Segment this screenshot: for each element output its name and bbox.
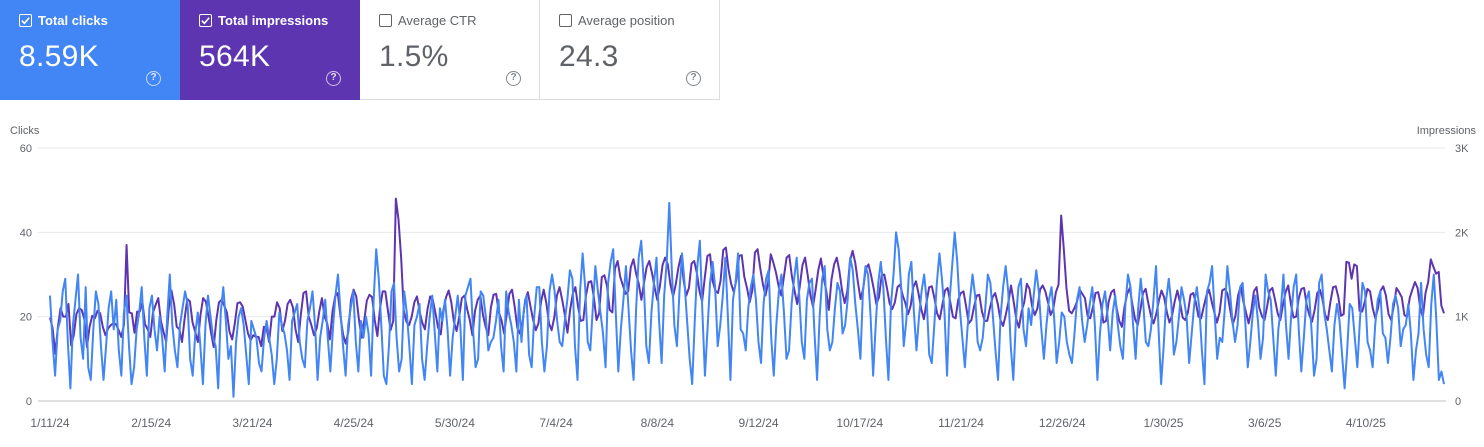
help-icon[interactable]: ?	[506, 71, 521, 86]
card-header: Average position	[559, 13, 675, 28]
x-tick-label: 1/30/25	[1143, 416, 1183, 430]
left-tick-label: 40	[20, 227, 32, 239]
right-axis-label: Impressions	[1417, 125, 1477, 137]
average-ctr-card[interactable]: Average CTR 1.5% ?	[360, 0, 540, 100]
metric-cards: Total clicks 8.59K ? Total impressions 5…	[0, 0, 720, 100]
checkbox-checked-icon[interactable]	[199, 14, 212, 27]
average-position-card[interactable]: Average position 24.3 ?	[540, 0, 720, 100]
right-tick-label: 3K	[1455, 143, 1469, 155]
checkbox-unchecked-icon[interactable]	[559, 14, 572, 27]
card-label: Total impressions	[218, 13, 329, 28]
x-tick-label: 9/12/24	[739, 416, 779, 430]
help-icon[interactable]: ?	[686, 71, 701, 86]
left-tick-label: 60	[20, 143, 32, 155]
x-tick-label: 10/17/24	[836, 416, 883, 430]
card-value: 564K	[199, 40, 271, 73]
total-clicks-card[interactable]: Total clicks 8.59K ?	[0, 0, 180, 100]
impressions-series-line	[49, 197, 1445, 355]
x-tick-label: 7/4/24	[539, 416, 573, 430]
card-value: 24.3	[559, 40, 619, 73]
series-lines	[49, 197, 1445, 398]
help-icon[interactable]: ?	[326, 71, 341, 86]
checkbox-unchecked-icon[interactable]	[379, 14, 392, 27]
performance-chart[interactable]: Clicks Impressions 0 0 20 1K 40 2K 60 3K 1/11/2…	[0, 110, 1484, 447]
card-header: Total impressions	[199, 13, 328, 28]
right-tick-label: 1K	[1455, 312, 1469, 324]
x-tick-label: 12/26/24	[1039, 416, 1086, 430]
total-impressions-card[interactable]: Total impressions 564K ?	[180, 0, 360, 100]
card-label: Total clicks	[38, 13, 108, 28]
card-header: Average CTR	[379, 13, 477, 28]
card-header: Total clicks	[19, 13, 108, 28]
x-tick-label: 3/6/25	[1248, 416, 1282, 430]
x-tick-label: 4/25/24	[334, 416, 374, 430]
x-tick-label: 1/11/24	[30, 416, 69, 430]
card-label: Average position	[578, 13, 675, 28]
left-tick-label: 0	[26, 396, 32, 408]
left-tick-label: 20	[20, 312, 32, 324]
x-tick-label: 8/8/24	[641, 416, 675, 430]
x-tick-label: 4/10/25	[1346, 416, 1386, 430]
card-value: 8.59K	[19, 40, 99, 73]
right-tick-label: 2K	[1455, 227, 1469, 239]
x-axis-ticks: 1/11/24 2/15/24 3/21/24 4/25/24 5/30/24 7/4/2…	[30, 416, 1386, 430]
checkbox-checked-icon[interactable]	[19, 14, 32, 27]
card-label: Average CTR	[398, 13, 477, 28]
right-tick-label: 0	[1455, 396, 1461, 408]
left-axis-label: Clicks	[10, 125, 40, 137]
y-axis-ticks: 0 0 20 1K 40 2K 60 3K	[20, 143, 1469, 408]
card-value: 1.5%	[379, 40, 449, 73]
x-tick-label: 3/21/24	[232, 416, 272, 430]
x-tick-label: 11/21/24	[938, 416, 984, 430]
help-icon[interactable]: ?	[146, 71, 161, 86]
clicks-series-line	[49, 201, 1445, 398]
x-tick-label: 2/15/24	[131, 416, 171, 430]
x-tick-label: 5/30/24	[435, 416, 475, 430]
